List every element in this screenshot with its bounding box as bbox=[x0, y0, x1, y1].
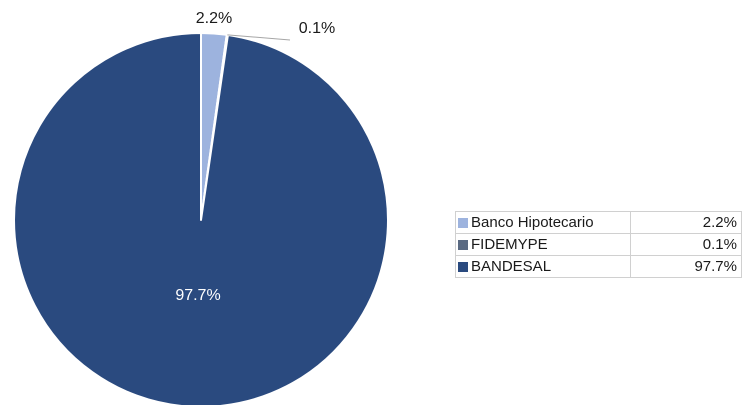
legend-swatch-banco-hipotecario bbox=[458, 218, 468, 228]
slice-labels: 2.2% 0.1% 97.7% bbox=[175, 10, 335, 304]
legend-row-banco-hipotecario: Banco Hipotecario 2.2% bbox=[455, 211, 742, 234]
legend-label-fidemype: FIDEMYPE bbox=[471, 236, 548, 253]
pie-slice-bandesal bbox=[13, 32, 389, 405]
legend-row-bandesal: BANDESAL 97.7% bbox=[455, 255, 742, 278]
leader-lines bbox=[227, 34, 291, 41]
legend-swatch-fidemype bbox=[458, 240, 468, 250]
legend-label-banco-hipotecario: Banco Hipotecario bbox=[471, 214, 594, 231]
pie-slices bbox=[13, 32, 389, 405]
data-label-banco-hipotecario: 2.2% bbox=[196, 10, 232, 27]
legend-value-fidemype: 0.1% bbox=[630, 233, 742, 256]
data-label-bandesal: 97.7% bbox=[175, 287, 220, 304]
leader-line-fidemype bbox=[227, 34, 291, 41]
legend-label-bandesal: BANDESAL bbox=[471, 258, 552, 275]
data-label-fidemype: 0.1% bbox=[299, 20, 335, 37]
legend-table: Banco Hipotecario 2.2% FIDEMYPE 0.1% BAN… bbox=[455, 211, 742, 278]
legend-row-fidemype: FIDEMYPE 0.1% bbox=[455, 233, 742, 256]
legend-value-banco-hipotecario: 2.2% bbox=[630, 211, 742, 234]
legend-swatch-bandesal bbox=[458, 262, 468, 272]
legend-value-bandesal: 97.7% bbox=[630, 255, 742, 278]
